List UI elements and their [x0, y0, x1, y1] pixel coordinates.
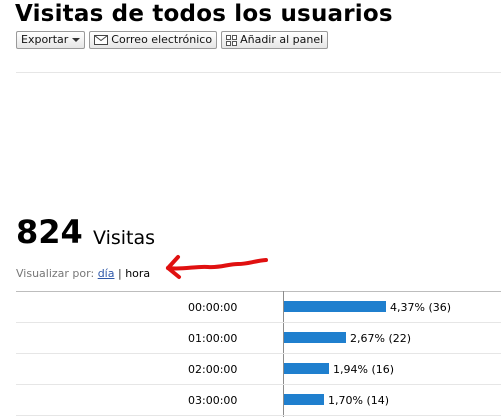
toolbar: Exportar Correo electrónico Añadir al pa…: [16, 31, 329, 49]
export-label: Exportar: [21, 33, 69, 46]
visits-value-label: 1,94% (16): [333, 363, 395, 376]
divider: [16, 72, 501, 73]
hour-label: 02:00:00: [188, 363, 238, 376]
visits-value-label: 2,67% (22): [350, 332, 412, 345]
visits-value-label: 4,37% (36): [390, 301, 452, 314]
view-by-separator: |: [117, 267, 122, 280]
page-title: Visitas de todos los usuarios: [15, 1, 393, 27]
view-by-hour-current: hora: [125, 267, 151, 280]
visits-bar: [284, 332, 346, 343]
view-by-label: Visualizar por:: [16, 267, 95, 280]
hour-label: 01:00:00: [188, 332, 238, 345]
email-button[interactable]: Correo electrónico: [89, 31, 218, 49]
row-divider: [16, 353, 501, 354]
table-row: 00:00:00 4,37% (36): [16, 292, 501, 323]
visits-value-label: 1,70% (14): [328, 394, 390, 407]
table-row: 01:00:00 2,67% (22): [16, 323, 501, 354]
grid-icon: [226, 34, 238, 46]
envelope-icon: [94, 35, 109, 45]
row-divider: [16, 415, 501, 416]
bar-axis: [283, 291, 284, 417]
table-top-border: [16, 291, 501, 292]
row-divider: [16, 322, 501, 323]
total-visits-label: Visitas: [93, 227, 156, 249]
visits-bar: [284, 394, 324, 405]
view-by-selector: Visualizar por: día | hora: [16, 267, 150, 280]
export-button[interactable]: Exportar: [16, 31, 86, 49]
visits-bar: [284, 301, 386, 312]
chevron-down-icon: [72, 38, 81, 42]
visits-bar: [284, 363, 329, 374]
row-divider: [16, 384, 501, 385]
table-row: 03:00:00 1,70% (14): [16, 385, 501, 416]
add-to-dashboard-button[interactable]: Añadir al panel: [221, 31, 329, 49]
table-row: 02:00:00 1,94% (16): [16, 354, 501, 385]
dashboard-label: Añadir al panel: [240, 33, 324, 46]
email-label: Correo electrónico: [111, 33, 213, 46]
hour-label: 03:00:00: [188, 394, 238, 407]
total-visits-value: 824: [16, 213, 83, 251]
view-by-day-link[interactable]: día: [97, 267, 115, 280]
annotation-arrow-icon: [166, 255, 268, 279]
hour-label: 00:00:00: [188, 301, 238, 314]
